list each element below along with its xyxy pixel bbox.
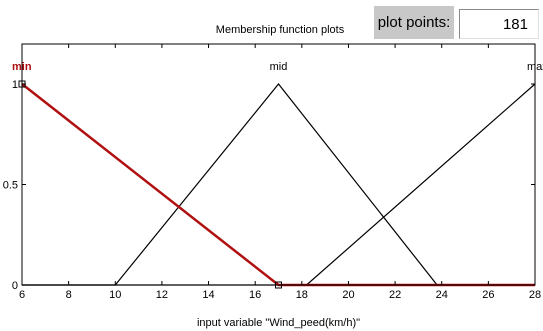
y-tick-label: 0.5 [3, 180, 18, 192]
x-tick-label: 24 [436, 289, 448, 301]
x-tick-label: 18 [296, 289, 308, 301]
x-tick-label: 12 [156, 289, 168, 301]
x-tick-label: 26 [482, 289, 494, 301]
mf-label-mid: mid [270, 61, 288, 73]
x-tick-label: 20 [342, 289, 354, 301]
membership-function-lines [21, 83, 536, 287]
x-tick-label: 8 [66, 289, 72, 301]
mf-line-mid [22, 83, 535, 286]
x-tick-label: 10 [109, 289, 121, 301]
mf-label-max: max [527, 61, 543, 73]
x-axis-label: input variable "Wind_peed(km/h)" [197, 317, 360, 329]
x-tick-label: 16 [249, 289, 261, 301]
plot-title: Membership function plots [215, 24, 345, 36]
x-tick-label: 14 [202, 289, 214, 301]
x-tick-label: 28 [529, 289, 541, 301]
membership-function-labels: min mid max [12, 61, 543, 73]
x-tick-label: 6 [19, 289, 25, 301]
plot-points-label: plot points: [374, 6, 454, 39]
mf-line-min [21, 83, 535, 287]
axes-frame [21, 43, 536, 286]
vertex-marker [275, 281, 282, 289]
vertex-marker [18, 80, 26, 88]
mf-label-min: min [12, 61, 32, 73]
mf-line-max [22, 83, 536, 286]
plot-points-input[interactable] [459, 9, 539, 39]
axis-ticks: 6 8 10 12 14 16 18 20 22 24 26 28 0 0.5 1 [3, 44, 541, 301]
x-tick-label: 22 [389, 289, 401, 301]
y-tick-label: 1 [12, 79, 18, 91]
selection-markers [18, 80, 282, 289]
y-tick-label: 0 [12, 280, 18, 292]
